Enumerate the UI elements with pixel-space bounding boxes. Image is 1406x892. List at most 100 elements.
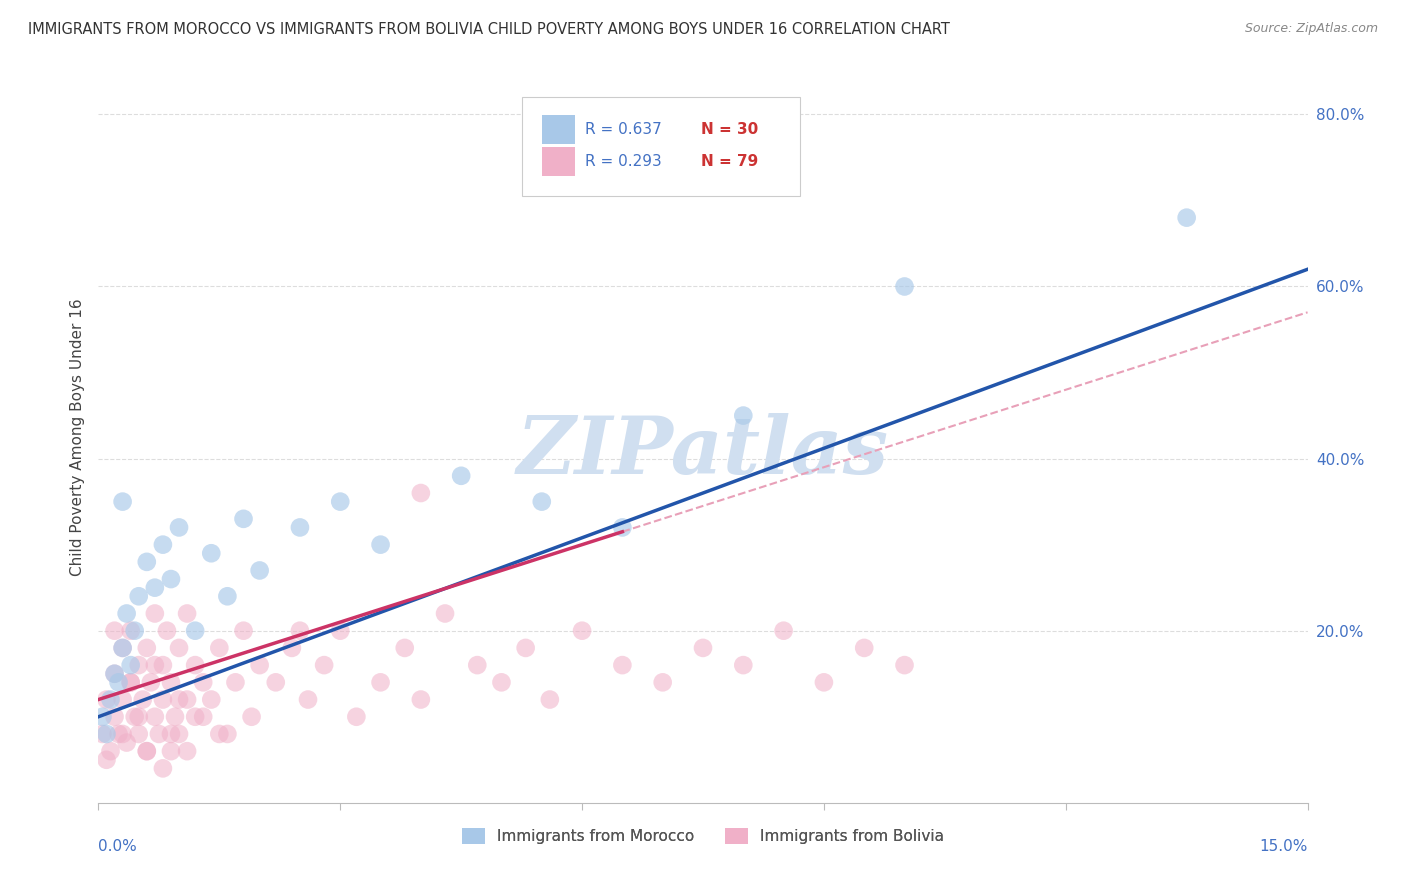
Point [103, 666, 125, 681]
Point [160, 572, 183, 586]
Point [692, 640, 714, 655]
FancyBboxPatch shape [522, 97, 800, 195]
Point [160, 744, 183, 758]
Point [329, 624, 352, 638]
Text: N = 79: N = 79 [700, 153, 758, 169]
Point [111, 494, 134, 508]
Point [103, 666, 125, 681]
Point [152, 658, 174, 673]
Point [314, 658, 336, 673]
Point [208, 727, 231, 741]
Point [128, 710, 150, 724]
Point [111, 727, 134, 741]
Point [176, 744, 198, 758]
Point [893, 658, 915, 673]
Point [143, 710, 166, 724]
Point [124, 710, 146, 724]
Text: Source: ZipAtlas.com: Source: ZipAtlas.com [1244, 22, 1378, 36]
Point [281, 640, 304, 655]
Legend: Immigrants from Morocco, Immigrants from Bolivia: Immigrants from Morocco, Immigrants from… [456, 822, 950, 850]
Point [167, 640, 190, 655]
Point [160, 675, 183, 690]
Point [176, 692, 198, 706]
Point [120, 658, 142, 673]
FancyBboxPatch shape [543, 114, 575, 144]
Text: IMMIGRANTS FROM MOROCCO VS IMMIGRANTS FROM BOLIVIA CHILD POVERTY AMONG BOYS UNDE: IMMIGRANTS FROM MOROCCO VS IMMIGRANTS FR… [28, 22, 950, 37]
Point [156, 624, 179, 638]
FancyBboxPatch shape [543, 146, 575, 176]
Point [200, 546, 222, 560]
Point [224, 675, 246, 690]
Point [148, 727, 170, 741]
Point [1175, 211, 1198, 225]
Point [208, 640, 231, 655]
Point [217, 727, 239, 741]
Point [733, 409, 755, 423]
Point [232, 624, 254, 638]
Point [96, 753, 118, 767]
Y-axis label: Child Poverty Among Boys Under 16: Child Poverty Among Boys Under 16 [69, 298, 84, 576]
Point [107, 675, 129, 690]
Point [120, 624, 142, 638]
Point [249, 564, 271, 578]
Point [152, 692, 174, 706]
Point [91, 727, 114, 741]
Point [288, 624, 311, 638]
Point [103, 624, 125, 638]
Point [288, 520, 311, 534]
Point [772, 624, 794, 638]
Point [612, 520, 634, 534]
Point [394, 640, 416, 655]
Point [200, 692, 222, 706]
Text: N = 30: N = 30 [700, 121, 758, 136]
Point [612, 658, 634, 673]
Point [434, 607, 457, 621]
Point [193, 675, 215, 690]
Point [135, 555, 157, 569]
Point [167, 692, 190, 706]
Point [132, 692, 155, 706]
Point [264, 675, 287, 690]
Point [491, 675, 513, 690]
Point [96, 692, 118, 706]
Point [143, 607, 166, 621]
Point [152, 761, 174, 775]
Point [135, 744, 157, 758]
Point [128, 589, 150, 603]
Point [184, 624, 207, 638]
Point [167, 727, 190, 741]
Point [100, 692, 122, 706]
Point [163, 710, 186, 724]
Point [893, 279, 915, 293]
Point [651, 675, 673, 690]
Point [184, 658, 207, 673]
Point [813, 675, 835, 690]
Point [217, 589, 239, 603]
Point [120, 675, 142, 690]
Point [193, 710, 215, 724]
Point [107, 727, 129, 741]
Point [370, 675, 392, 690]
Point [167, 520, 190, 534]
Point [232, 512, 254, 526]
Point [733, 658, 755, 673]
Point [297, 692, 319, 706]
Point [139, 675, 162, 690]
Point [409, 692, 432, 706]
Point [329, 494, 352, 508]
Point [152, 538, 174, 552]
Point [120, 675, 142, 690]
Point [115, 607, 138, 621]
Point [184, 710, 207, 724]
Point [571, 624, 593, 638]
Point [344, 710, 367, 724]
Point [176, 607, 198, 621]
Point [96, 727, 118, 741]
Point [111, 640, 134, 655]
Point [465, 658, 488, 673]
Point [409, 486, 432, 500]
Point [143, 581, 166, 595]
Point [124, 624, 146, 638]
Point [135, 640, 157, 655]
Point [100, 744, 122, 758]
